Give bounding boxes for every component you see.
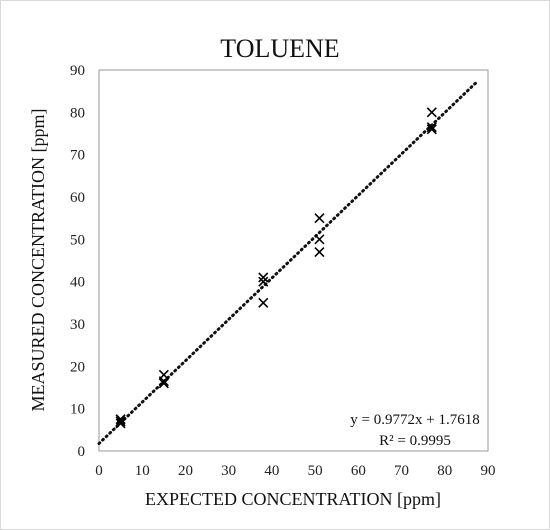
data-point: [258, 276, 269, 287]
data-point: [115, 416, 126, 427]
data-point: [314, 234, 325, 245]
y-tick-label: 10: [70, 402, 85, 418]
plot-area-border: [98, 69, 489, 452]
y-tick-label: 20: [70, 359, 85, 375]
plot-frame: [98, 69, 489, 452]
x-axis-label: EXPECTED CONCENTRATION [ppm]: [145, 489, 441, 509]
y-tick-label: 60: [70, 190, 85, 206]
y-tick-label: 0: [78, 444, 86, 460]
x-tick-label: 0: [95, 463, 103, 479]
data-point: [426, 122, 437, 133]
y-tick-label: 90: [70, 63, 85, 79]
x-tick-label: 40: [264, 463, 279, 479]
x-tick-label: 50: [308, 463, 323, 479]
trendline-r-squared: R² = 0.9995: [379, 433, 451, 449]
data-point: [426, 124, 437, 135]
x-tick-label: 90: [481, 463, 496, 479]
y-tick-label: 50: [70, 232, 85, 248]
x-tick-label: 10: [135, 463, 150, 479]
data-point: [314, 213, 325, 224]
y-tick-label: 70: [70, 148, 85, 164]
x-tick-label: 80: [437, 463, 452, 479]
y-axis-label: MEASURED CONCENTRATION [ppm]: [28, 109, 48, 412]
data-point: [158, 376, 169, 387]
y-tick-label: 80: [70, 105, 85, 121]
data-points: [115, 107, 437, 429]
data-point: [115, 414, 126, 425]
y-tick-label: 30: [70, 317, 85, 333]
data-point: [115, 418, 126, 429]
trendline-equation: y = 0.9772x + 1.7618: [350, 412, 479, 428]
data-point: [258, 272, 269, 283]
x-tick-label: 30: [221, 463, 236, 479]
y-tick-label: 40: [70, 275, 85, 291]
data-point: [426, 107, 437, 118]
data-point: [258, 297, 269, 308]
x-tick-label: 70: [394, 463, 409, 479]
data-point: [314, 246, 325, 258]
x-tick-label: 20: [178, 463, 193, 479]
x-tick-label: 60: [351, 463, 366, 479]
data-point: [158, 378, 169, 389]
chart-title: TOLUENE: [220, 34, 339, 63]
y-axis-ticks: 0 10 20 30 40 50 60 70 80 90: [70, 63, 85, 460]
x-axis-ticks: 0 10 20 30 40 50 60 70 80 90: [95, 463, 495, 479]
